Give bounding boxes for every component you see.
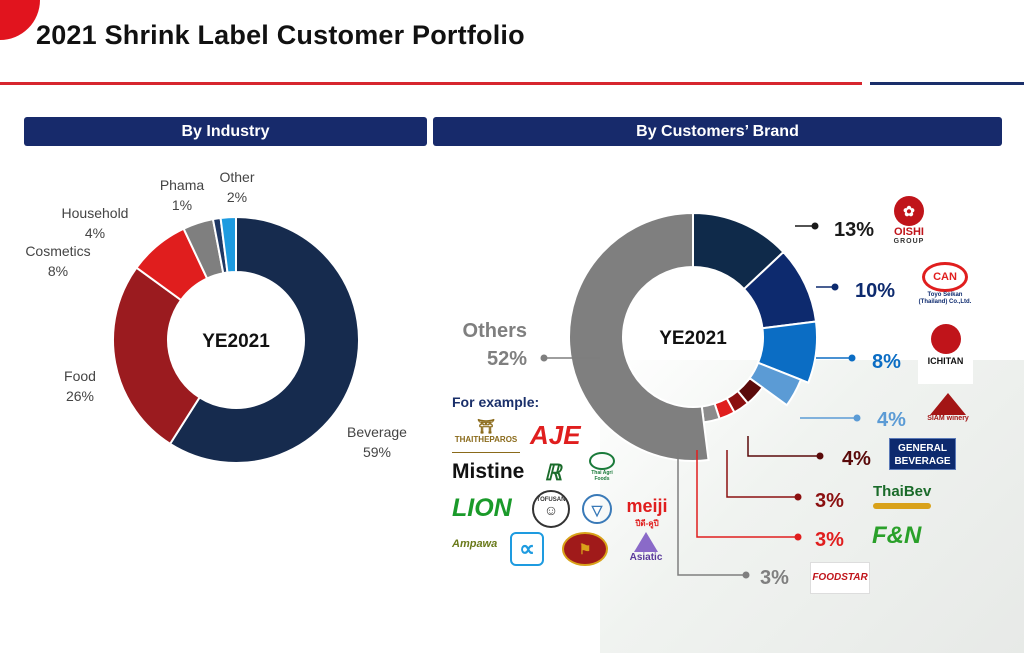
oishi-emblem-icon: ✿ xyxy=(894,196,924,226)
meiji-thai-text: ปีดี-คูปี xyxy=(635,519,659,528)
logo-tofusan: TOFUSAN ☺ xyxy=(532,490,570,528)
industry-center-label: YE2021 xyxy=(202,331,270,352)
brand-label-others: Others xyxy=(463,320,527,342)
brand-value-6: 3% xyxy=(815,529,844,551)
logo-thai-agri-foods: Thai Agri Foods xyxy=(584,452,620,484)
by-industry-header: By Industry xyxy=(24,117,427,146)
industry-value-household: 4% xyxy=(85,225,105,241)
logo-general-beverage: GENERAL BEVERAGE xyxy=(889,438,956,470)
logo-meiji: meiji ปีดี-คูปี xyxy=(624,496,670,532)
ichitan-emblem-icon xyxy=(930,324,961,354)
brand-value-2: 8% xyxy=(872,351,901,373)
industry-label-phama: Phama xyxy=(160,177,205,193)
industry-slice-other xyxy=(219,215,237,274)
industry-value-beverage: 59% xyxy=(363,444,391,460)
brand-leader-dot-5 xyxy=(794,493,802,501)
brand-value-3: 4% xyxy=(877,409,906,431)
brand-leader-dot-6 xyxy=(794,533,802,541)
logo-ampawa: Ampawa xyxy=(452,538,498,550)
toyo-sub: Toyo Seikan (Thailand) Co.,Ltd. xyxy=(918,292,972,305)
thaibev-swoosh-icon xyxy=(873,503,931,509)
logo-siam-winery: SIAM winery xyxy=(924,393,972,435)
agri-text: Thai Agri Foods xyxy=(591,470,613,482)
logo-oishi: ✿ OISHI GROUP xyxy=(886,196,932,254)
brand-leader-dot-7 xyxy=(742,571,750,579)
brand-leader-dot-3 xyxy=(853,414,861,422)
industry-label-beverage: Beverage xyxy=(347,424,407,440)
logo-fn: F&N xyxy=(872,522,922,549)
brand-value-0: 13% xyxy=(834,219,874,241)
header-rule-red xyxy=(0,82,862,85)
others-leader-dot xyxy=(540,354,548,362)
page-title: 2021 Shrink Label Customer Portfolio xyxy=(36,20,525,50)
for-example-label: For example: xyxy=(452,394,540,410)
meiji-text: meiji xyxy=(626,496,668,516)
asiatic-text: Asiatic xyxy=(629,552,663,563)
brand-leader-dot-4 xyxy=(816,452,824,460)
industry-slice-beverage xyxy=(168,215,360,464)
siam-emblem-icon xyxy=(930,393,966,415)
brand-value-4: 4% xyxy=(842,448,871,470)
logo-asiatic: Asiatic xyxy=(624,532,668,570)
brand-value-5: 3% xyxy=(815,490,844,512)
siam-text: SIAM winery xyxy=(927,415,969,422)
by-brand-header: By Customers’ Brand xyxy=(433,117,1002,146)
industry-label-household: Household xyxy=(62,205,129,221)
industry-label-food: Food xyxy=(64,368,96,384)
header-rule-navy xyxy=(870,82,1024,85)
logo-r-mark: ℝ xyxy=(544,460,562,485)
logo-toyo-seikan: CAN Toyo Seikan (Thailand) Co.,Ltd. xyxy=(914,262,976,310)
industry-slice-food xyxy=(112,266,201,446)
industry-value-other: 2% xyxy=(227,189,247,205)
agri-emblem-icon xyxy=(589,452,615,470)
logo-mistine: Mistine xyxy=(452,460,525,483)
brand-leader-6 xyxy=(696,450,798,538)
logo-red-oval: ⚑ xyxy=(562,532,608,566)
logo-triangle-badge: ▽ xyxy=(582,494,612,524)
thaitheparos-text: THAITHEPAROS xyxy=(454,435,518,444)
industry-value-phama: 1% xyxy=(172,197,192,213)
brand-leader-dot-1 xyxy=(831,283,839,291)
brand-leader-4 xyxy=(747,436,820,457)
brand-value-7: 3% xyxy=(760,567,789,589)
brand-leader-dot-0 xyxy=(811,222,819,230)
brand-leader-5 xyxy=(726,450,798,498)
logo-aje: AJE xyxy=(530,420,581,450)
logo-thaitheparos: ⛩ THAITHEPAROS xyxy=(452,418,520,453)
logo-blue-square: ∝ xyxy=(510,532,544,566)
brand-center-label: YE2021 xyxy=(659,328,727,349)
industry-label-cosmetics: Cosmetics xyxy=(25,243,90,259)
brand-value-1: 10% xyxy=(855,280,895,302)
logo-thaibev: ThaiBev xyxy=(873,483,948,515)
brand-slice-8 xyxy=(568,211,710,462)
brand-value-others: 52% xyxy=(487,348,527,370)
can-text: CAN xyxy=(922,262,968,292)
tofusan-text: TOFUSAN xyxy=(536,497,566,503)
thaibev-text: ThaiBev xyxy=(873,483,932,500)
tofusan-face-icon: ☺ xyxy=(543,502,559,518)
industry-label-other: Other xyxy=(219,169,254,185)
logo-foodstar: FOODSTAR xyxy=(810,562,870,594)
logo-lion: LION xyxy=(452,494,512,522)
brand-leader-7 xyxy=(677,450,746,576)
logo-ichitan: ICHITAN xyxy=(918,318,973,384)
oishi-sub: GROUP xyxy=(893,238,925,245)
asiatic-triangle-icon xyxy=(634,532,658,552)
industry-value-food: 26% xyxy=(66,388,94,404)
ichitan-text: ICHITAN xyxy=(927,356,964,366)
brand-leader-dot-2 xyxy=(848,354,856,362)
industry-value-cosmetics: 8% xyxy=(48,263,68,279)
oishi-text: OISHI xyxy=(894,226,924,238)
thaitheparos-emblem-icon: ⛩ xyxy=(477,418,495,434)
